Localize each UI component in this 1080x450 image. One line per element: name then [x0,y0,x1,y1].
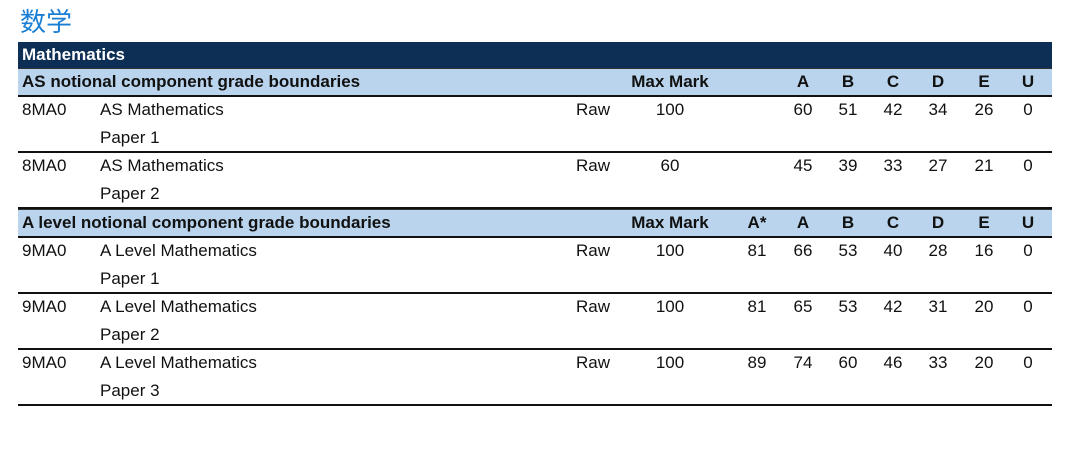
grade-boundary: 20 [974,353,994,372]
grade-boundary: 42 [883,297,903,316]
component-name: A Level Mathematics [100,297,257,316]
spec-code: 8MA0 [22,100,67,119]
mark-type: Raw [576,353,611,372]
column-header: D [931,72,945,91]
grade-boundary: 0 [1023,297,1033,316]
banner [18,42,1052,68]
paper-name: Paper 3 [100,381,160,400]
grade-boundary: 81 [747,241,767,260]
row-divider [18,207,1052,209]
column-header: C [886,72,900,91]
row-divider [18,404,1052,406]
max-mark: 100 [655,297,685,316]
column-header: U [1021,213,1035,232]
grade-boundary: 74 [793,353,813,372]
grade-boundary: 31 [928,297,948,316]
grade-boundary: 26 [974,100,994,119]
column-header: D [931,213,945,232]
component-name: AS Mathematics [100,156,224,175]
grade-boundary: 60 [793,100,813,119]
page-heading: 数学 [20,7,73,37]
grade-boundary: 60 [838,353,858,372]
grade-boundary: 65 [793,297,813,316]
column-header: E [978,72,990,91]
grade-boundary: 45 [793,156,813,175]
grade-boundary: 21 [974,156,994,175]
paper-name: Paper 1 [100,128,160,147]
column-header: E [978,213,990,232]
grade-boundary: 66 [793,241,813,260]
grade-boundary: 89 [747,353,767,372]
grade-boundary: 0 [1023,156,1033,175]
spec-code: 8MA0 [22,156,67,175]
grade-boundary: 39 [838,156,858,175]
mark-type: Raw [576,297,611,316]
paper-name: Paper 2 [100,325,160,344]
mark-type: Raw [576,156,611,175]
paper-name: Paper 2 [100,184,160,203]
max-mark: 100 [655,100,685,119]
column-header: A [796,213,810,232]
grade-boundary: 34 [928,100,948,119]
spec-code: 9MA0 [22,353,67,372]
grade-boundary: 27 [928,156,948,175]
grade-boundary: 53 [838,297,858,316]
grade-boundary: 33 [928,353,948,372]
row-divider [18,151,1052,153]
component-name: AS Mathematics [100,100,224,119]
column-header: B [841,72,855,91]
column-header: B [841,213,855,232]
grade-boundary: 0 [1023,241,1033,260]
column-header: A [796,72,810,91]
grade-boundary: 81 [747,297,767,316]
grade-boundary: 42 [883,100,903,119]
max-mark: 60 [660,156,680,175]
column-header: Max Mark [631,72,709,91]
section-title: AS notional component grade boundaries [22,72,361,91]
row-divider [18,348,1052,350]
mark-type: Raw [576,100,611,119]
grade-boundary: 20 [974,297,994,316]
column-header: U [1021,72,1035,91]
grade-boundary: 40 [883,241,903,260]
grade-boundary: 33 [883,156,903,175]
grade-boundary: 16 [974,241,994,260]
banner-title: Mathematics [22,45,125,64]
grade-boundary: 0 [1023,353,1033,372]
grade-boundary: 28 [928,241,948,260]
grade-boundary: 53 [838,241,858,260]
grade-boundary: 0 [1023,100,1033,119]
column-header: C [886,213,900,232]
section-title: A level notional component grade boundar… [22,213,391,232]
column-header: Max Mark [631,213,709,232]
max-mark: 100 [655,353,685,372]
spec-code: 9MA0 [22,241,67,260]
component-name: A Level Mathematics [100,241,257,260]
paper-name: Paper 1 [100,269,160,288]
column-header: A* [747,213,767,232]
row-divider [18,292,1052,294]
section-header [18,68,1052,97]
mark-type: Raw [576,241,611,260]
component-name: A Level Mathematics [100,353,257,372]
spec-code: 9MA0 [22,297,67,316]
grade-boundary: 46 [883,353,903,372]
grade-boundary: 51 [838,100,858,119]
max-mark: 100 [655,241,685,260]
section-header [18,209,1052,238]
